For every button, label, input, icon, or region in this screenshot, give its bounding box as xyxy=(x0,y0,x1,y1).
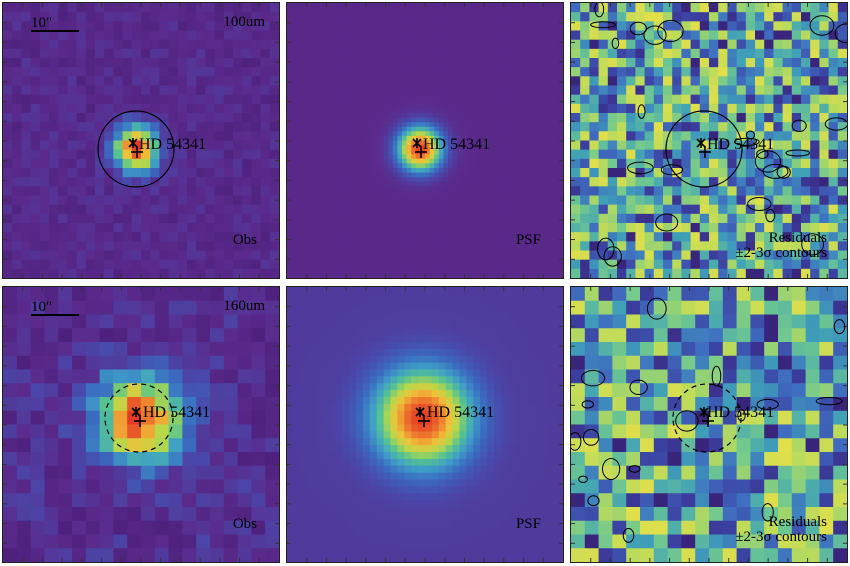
star-markers xyxy=(696,138,711,158)
residual-contours xyxy=(571,297,846,543)
aperture-circle xyxy=(672,383,742,453)
image-100um-psf xyxy=(287,3,563,278)
target-label: HD 54341 xyxy=(707,404,775,421)
pixel-map xyxy=(3,3,279,278)
band-label: 100um xyxy=(223,14,265,30)
panel-kind-label: Obs xyxy=(232,516,257,532)
aperture-circle xyxy=(97,110,175,188)
panel-kind-label: PSF xyxy=(515,516,541,532)
pixel-map xyxy=(571,3,847,278)
scale-label: 10" xyxy=(31,15,53,31)
scale-label: 10" xyxy=(31,299,53,315)
image-160um-psf xyxy=(287,287,563,562)
pixel-map xyxy=(287,287,563,562)
residuals-title: Residuals xyxy=(768,229,827,246)
image-100um-obs xyxy=(3,3,279,278)
axis-ticks xyxy=(571,287,847,562)
scale-bar xyxy=(31,314,79,316)
axis-ticks xyxy=(3,3,279,278)
target-label: HD 54341 xyxy=(427,404,495,421)
star-markers xyxy=(699,407,714,427)
panel-kind-label: PSF xyxy=(515,232,541,248)
panel-160um-obs: 10" 160um Obs HD 54341 xyxy=(2,286,280,563)
pixel-map xyxy=(3,287,279,562)
axis-ticks xyxy=(287,287,563,562)
image-160um-obs xyxy=(3,287,279,562)
pixel-map xyxy=(287,3,563,278)
scale-bar xyxy=(31,30,79,32)
image-100um-residuals xyxy=(571,3,847,278)
panel-100um-psf: PSF HD 54341 xyxy=(286,2,564,279)
band-label: 160um xyxy=(223,298,265,314)
aperture-circle xyxy=(665,110,743,188)
axis-ticks xyxy=(3,287,279,562)
residuals-title: Residuals xyxy=(768,513,827,530)
star-markers xyxy=(128,138,143,158)
panel-100um-obs: 10" 100um Obs HD 54341 xyxy=(2,2,280,279)
contours-note: ±2-3σ contours xyxy=(735,245,827,262)
panel-kind-label: Obs xyxy=(232,232,257,248)
target-label: HD 54341 xyxy=(707,136,775,153)
axis-ticks xyxy=(287,3,563,278)
target-label: HD 54341 xyxy=(139,136,207,153)
panel-100um-residuals: Residuals ±2-3σ contours HD 54341 xyxy=(570,2,848,279)
contours-note: ±2-3σ contours xyxy=(735,529,827,546)
residuals-label: Residuals ±2-3σ contours xyxy=(735,229,827,263)
target-label: HD 54341 xyxy=(143,404,211,421)
star-markers xyxy=(131,407,146,427)
aperture-circle xyxy=(104,383,174,453)
panel-160um-residuals: Residuals ±2-3σ contours HD 54341 xyxy=(570,286,848,563)
image-160um-residuals xyxy=(571,287,847,562)
residuals-label: Residuals ±2-3σ contours xyxy=(735,513,827,547)
target-label: HD 54341 xyxy=(423,136,491,153)
star-markers xyxy=(415,407,430,427)
panel-160um-psf: PSF HD 54341 xyxy=(286,286,564,563)
star-markers xyxy=(412,138,427,158)
residual-contours xyxy=(590,3,847,267)
